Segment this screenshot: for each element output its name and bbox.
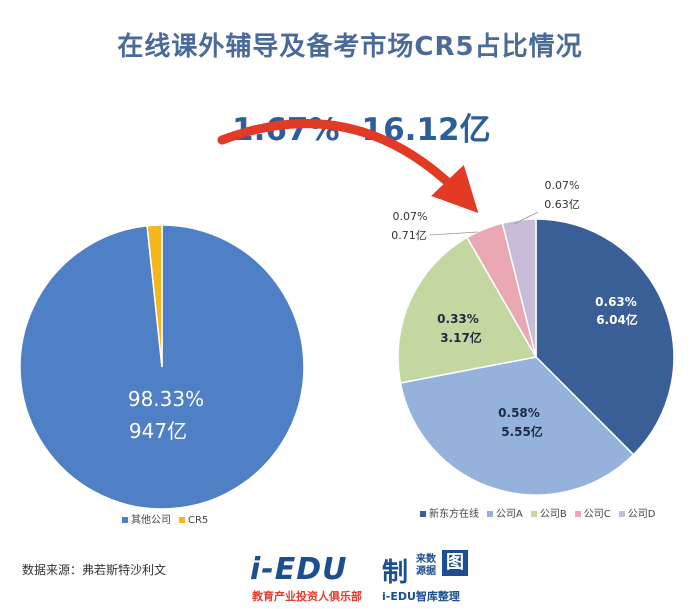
legend-item: 公司A (487, 505, 523, 520)
label-other-pct: 98.33% (128, 387, 204, 411)
label-company-a-amount: 5.55亿 (501, 424, 543, 439)
legend-label: 公司C (583, 509, 611, 520)
brand-tu-text: 图 (442, 550, 468, 576)
label-company-b-amount: 3.17亿 (440, 330, 482, 345)
legend-swatch (487, 511, 493, 517)
brand-small-text: 来数 源据 (416, 554, 436, 578)
legend-swatch (179, 517, 185, 523)
page-title: 在线课外辅导及备考市场CR5占比情况 (117, 32, 583, 62)
label-xdf-amount: 6.04亿 (596, 312, 638, 327)
brand-small-top: 来数 (416, 554, 436, 565)
label-company-d-pct: 0.07% (545, 179, 580, 192)
slice-company-b (397, 236, 538, 384)
label-company-c-pct: 0.07% (393, 210, 428, 223)
label-company-a-pct: 0.58% (498, 406, 540, 420)
cr5-slice-labels: 0.63% 6.04亿 0.58% 5.55亿 0.33% 3.17亿 0.07% 0.71亿… (391, 179, 638, 439)
market-slice-labels: 98.33% 947亿 (128, 387, 204, 443)
leader-company-c (429, 231, 479, 236)
legend-swatch (420, 511, 426, 517)
legend-swatch (530, 511, 537, 517)
label-company-b-pct: 0.33% (437, 312, 479, 326)
legend-market: 其他公司 CR5 (122, 511, 216, 526)
legend-cr5: 新东方在线 公司A 公司B 公司C 公司D (420, 505, 663, 520)
brand-zhi-text: 制 (382, 558, 409, 588)
legend-label: 公司A (496, 509, 523, 520)
brand-sub-left: 教育产业投资人俱乐部 (252, 590, 362, 603)
legend-label: 公司D (627, 509, 656, 520)
legend-item: CR5 (179, 515, 208, 526)
legend-swatch (574, 511, 581, 517)
legend-label: 其他公司 (131, 515, 171, 526)
legend-item: 其他公司 (122, 511, 171, 526)
brand-logo: i-EDU 制 来数 源据 图 教育产业投资人俱乐部 i-EDU智库整理 (250, 550, 480, 603)
legend-label: 新东方在线 (429, 509, 479, 520)
legend-label: CR5 (188, 515, 209, 526)
leader-company-d (513, 211, 539, 225)
legend-swatch (122, 517, 128, 523)
legend-item: 公司D (618, 505, 656, 520)
label-company-d-amount: 0.63亿 (544, 198, 580, 211)
slice-cr5 (146, 224, 163, 368)
cr5-headline: 1.67% 16.12亿 (232, 104, 513, 149)
legend-item: 新东方在线 (420, 505, 479, 520)
data-source: 数据来源：弗若斯特沙利文 (22, 563, 167, 577)
pie-cr5-breakdown (397, 218, 675, 496)
slice-xdf (535, 218, 675, 456)
label-company-c-amount: 0.71亿 (391, 229, 427, 242)
slice-company-a (399, 356, 635, 496)
brand-main-text: i-EDU (250, 552, 348, 587)
brand-sub-right: i-EDU智库整理 (382, 590, 460, 603)
legend-item: 公司C (574, 505, 611, 520)
slice-company-d (501, 218, 537, 358)
brand-small-bottom: 源据 (416, 566, 436, 577)
label-xdf-pct: 0.63% (595, 295, 637, 309)
pie-market-total (19, 224, 305, 510)
legend-item: 公司B (530, 505, 567, 520)
legend-label: 公司B (539, 509, 567, 520)
trend-arrow-icon (217, 119, 479, 214)
legend-swatch (618, 511, 625, 517)
label-other-amount: 947亿 (129, 419, 187, 443)
